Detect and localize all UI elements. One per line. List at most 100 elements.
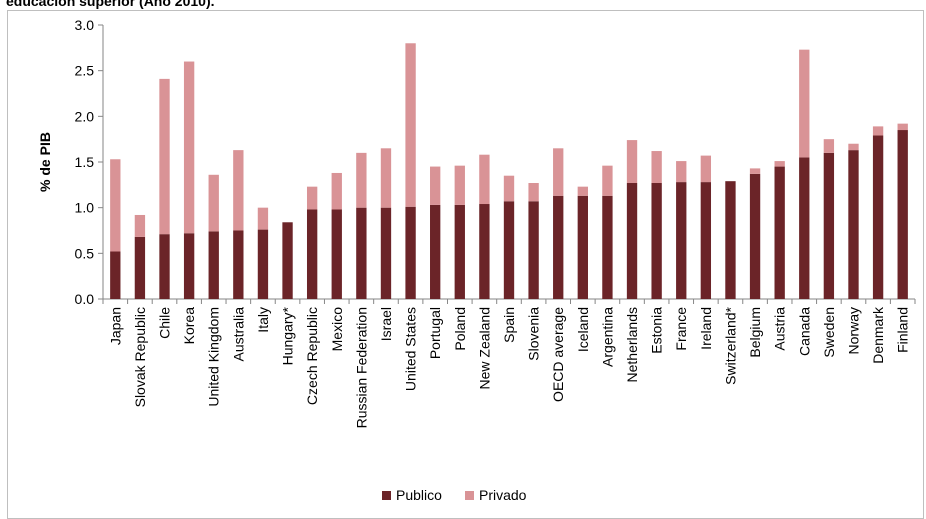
bar-privado — [405, 43, 416, 207]
x-tick-label: Switzerland* — [722, 306, 738, 384]
bar-publico — [380, 207, 392, 299]
y-tick-label: 0.0 — [75, 291, 95, 307]
bar-publico — [454, 204, 465, 299]
x-tick-label: Hungary* — [280, 306, 296, 365]
bar-publico — [774, 166, 785, 299]
bar-privado — [134, 214, 146, 237]
legend-swatch-publico — [382, 491, 391, 500]
stacked-bar-chart: 0.0 0.5 1.0 1.5 2.0 2.5 3.0 % de PIB Japan Slovak… — [37, 17, 916, 503]
x-tick-label: Austria — [772, 307, 788, 351]
x-tick-label: Estonia — [649, 307, 665, 354]
bar-publico — [159, 234, 170, 299]
bar-publico — [651, 183, 662, 299]
bar-privado — [577, 186, 588, 196]
bar-privado — [479, 154, 490, 205]
x-tick-label: Sweden — [821, 307, 837, 358]
bar-privado — [528, 183, 539, 202]
bar-privado — [897, 123, 908, 131]
bar-privado — [651, 151, 662, 184]
x-tick-label: Russian Federation — [353, 307, 369, 428]
x-tick-label: France — [673, 307, 689, 351]
bar-privado — [159, 78, 170, 235]
bar-privado — [380, 148, 392, 208]
bar-privado — [306, 186, 318, 210]
bar-publico — [799, 157, 810, 299]
x-tick-label: Belgium — [747, 307, 763, 358]
x-tick-label: Ireland — [698, 307, 714, 350]
bar-publico — [848, 150, 859, 299]
x-tick-label: Canada — [796, 307, 812, 356]
bar-privado — [700, 155, 712, 183]
bar-publico — [749, 173, 761, 299]
bar-privado — [233, 150, 244, 231]
y-axis-title: % de PIB — [37, 132, 53, 192]
x-tick-label: Australia — [230, 307, 246, 362]
bar-privado — [676, 161, 687, 183]
legend-swatch-privado — [465, 491, 474, 500]
bar-publico — [233, 230, 244, 299]
bar-publico — [626, 183, 638, 299]
x-tick-label: Slovenia — [526, 307, 542, 361]
bar-publico — [725, 181, 736, 299]
x-tick-label: United Kingdom — [206, 307, 222, 407]
bar-publico — [823, 152, 835, 299]
bar-privado — [626, 140, 638, 184]
bar-publico — [110, 251, 121, 299]
bar-publico — [872, 135, 884, 299]
bar-privado — [872, 126, 884, 136]
x-tick-label: OECD average — [550, 307, 566, 402]
x-tick-label: Korea — [181, 307, 197, 345]
bar-privado — [602, 165, 613, 196]
x-tick-label: United States — [403, 307, 419, 391]
bar-privado — [208, 174, 219, 232]
page-title: educación superior (Año 2010). — [6, 0, 215, 9]
x-tick-label: Spain — [501, 307, 517, 343]
bar-privado — [749, 168, 761, 174]
x-tick-label: Czech Republic — [304, 307, 320, 405]
bar-publico — [405, 206, 416, 299]
bar-publico — [503, 201, 515, 299]
x-tick-label: Norway — [845, 307, 861, 354]
y-tick-label: 2.5 — [75, 63, 95, 79]
x-tick-label: Finland — [895, 307, 911, 353]
x-tick-label: New Zealand — [476, 307, 492, 390]
x-tick-label: Netherlands — [624, 307, 640, 383]
bar-privado — [799, 49, 810, 158]
bar-publico — [282, 222, 293, 299]
bar-publico — [553, 195, 564, 299]
y-tick-label: 1.5 — [75, 154, 95, 170]
bar-privado — [823, 139, 835, 153]
bar-privado — [454, 165, 465, 205]
x-tick-label: Poland — [452, 307, 468, 351]
bar-publico — [183, 233, 195, 299]
x-tick-label: Israel — [378, 307, 394, 341]
bar-publico — [700, 182, 712, 299]
bar-privado — [257, 207, 269, 230]
x-tick-label: Chile — [157, 307, 173, 339]
bar-privado — [503, 175, 515, 202]
chart-frame: 0.0 0.5 1.0 1.5 2.0 2.5 3.0 % de PIB Japan Slovak… — [7, 10, 924, 519]
bar-publico — [602, 195, 613, 299]
x-tick-label: Argentina — [599, 307, 615, 367]
legend-label-publico: Publico — [396, 487, 442, 503]
bar-publico — [257, 229, 269, 299]
bar-publico — [479, 204, 490, 299]
bar-privado — [430, 166, 441, 205]
bar-publico — [528, 201, 539, 299]
bar-privado — [110, 159, 121, 252]
legend-label-privado: Privado — [479, 487, 527, 503]
bar-publico — [577, 195, 588, 299]
bar-publico — [208, 231, 219, 299]
bar-publico — [306, 209, 318, 299]
x-tick-label: Slovak Republic — [132, 307, 148, 407]
bar-publico — [331, 209, 342, 299]
x-tick-label: Portugal — [427, 307, 443, 359]
bar-privado — [774, 161, 785, 167]
y-tick-label: 2.0 — [75, 108, 95, 124]
bar-privado — [331, 172, 342, 210]
bar-publico — [134, 236, 146, 299]
x-tick-label: Iceland — [575, 307, 591, 352]
y-tick-label: 1.0 — [75, 200, 95, 216]
bar-publico — [897, 130, 908, 299]
bar-publico — [430, 204, 441, 299]
